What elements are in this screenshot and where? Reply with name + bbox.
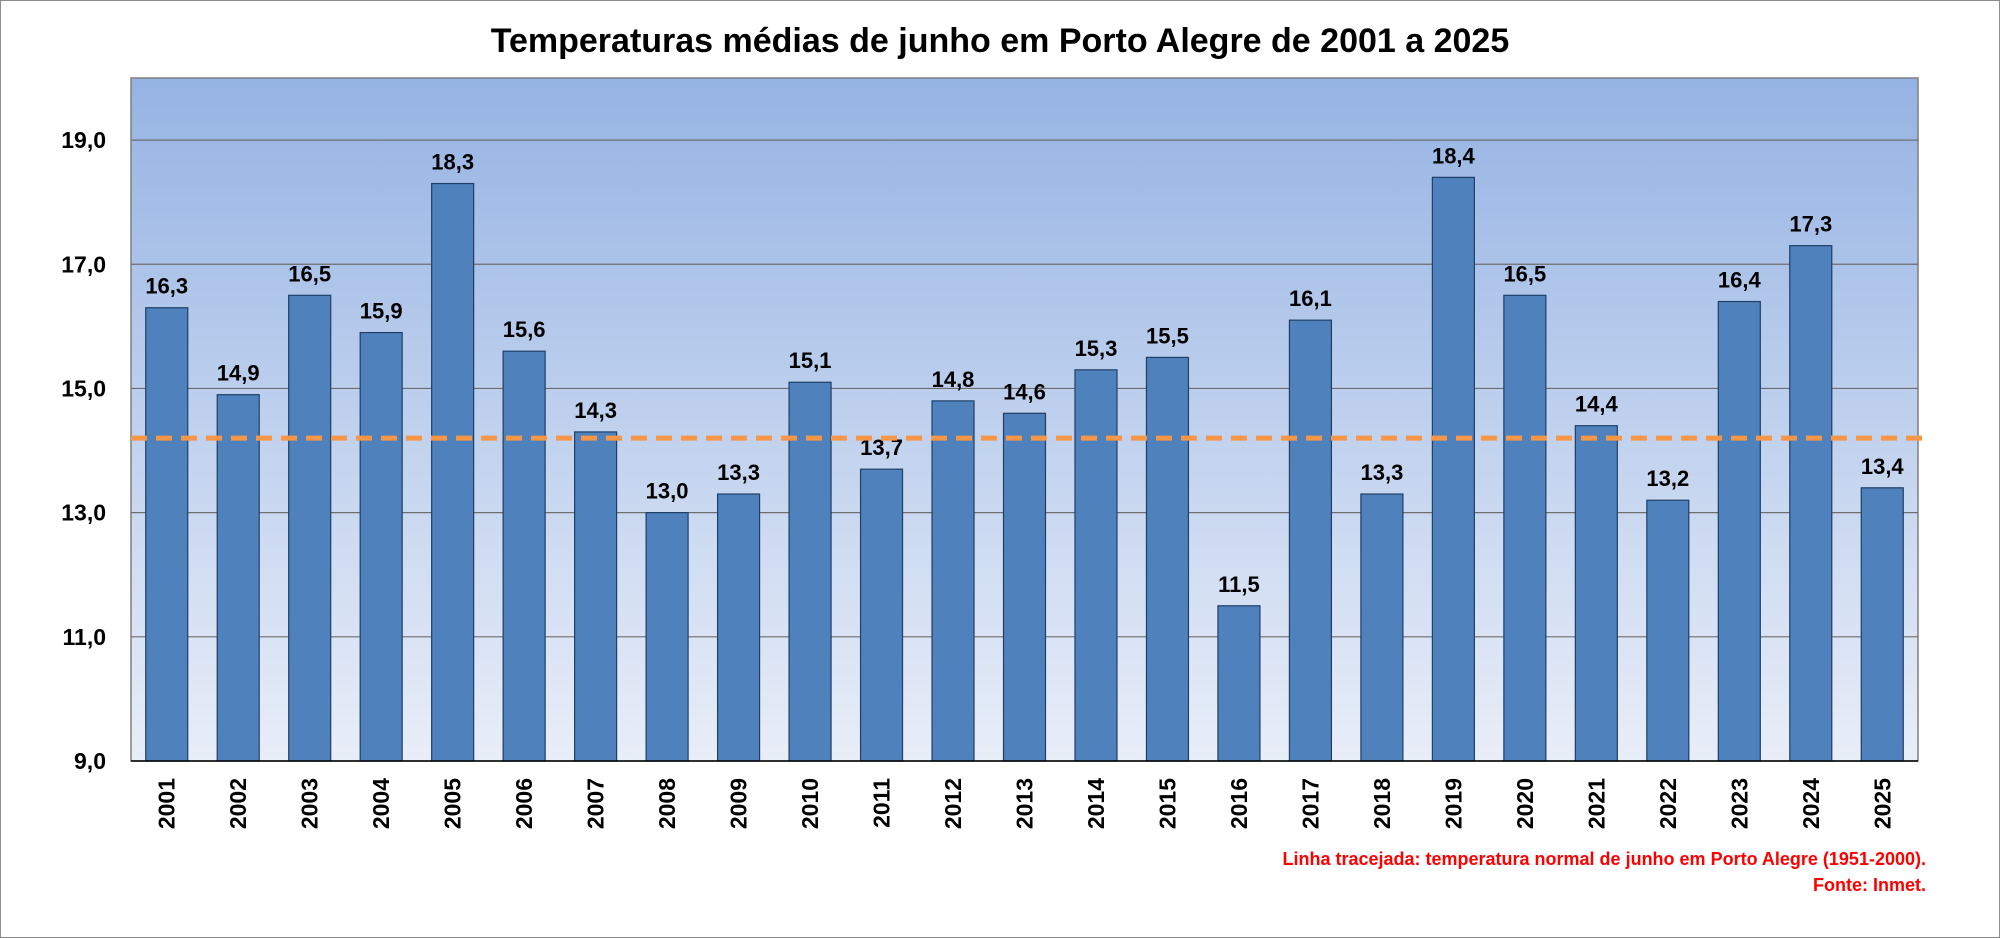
x-tick-label: 2004 [368,778,394,829]
bar-2023 [1717,300,1761,762]
bar-2013 [1002,412,1047,762]
bar-2009 [716,493,761,762]
x-tick-label: 2002 [225,778,251,829]
x-tick-label: 2015 [1154,778,1180,829]
data-label: 13,3 [1360,460,1403,485]
x-tick-label: 2007 [583,778,609,829]
data-label: 16,4 [1718,268,1762,293]
data-labels: 16,3 14,9 16,5 15,9 18,3 15,6 14,3 13,0 13,3 15,1… [145,143,1904,596]
y-tick-label: 17,0 [61,251,106,277]
bar-2001 [145,307,189,762]
footnote-dashed-line: Linha tracejada: temperatura normal de j… [1282,849,1926,869]
data-label: 16,3 [145,274,188,299]
x-tick-label: 2019 [1440,778,1466,829]
data-label: 14,8 [932,367,975,392]
bar-2006 [502,350,546,762]
bar-2017 [1288,319,1333,762]
x-tick-label: 2018 [1369,778,1395,829]
x-tick-label: 2003 [297,778,323,829]
x-tick-label: 2021 [1583,778,1609,829]
data-label: 15,1 [789,348,832,373]
x-tick-label: 2022 [1655,778,1681,829]
bar-2016 [1217,605,1261,762]
bar-2010 [788,381,832,762]
x-tick-label: 2012 [940,778,966,829]
data-label: 14,4 [1575,392,1619,417]
data-label: 14,6 [1003,379,1046,404]
data-label: 16,1 [1289,286,1332,311]
data-label: 16,5 [1503,261,1546,286]
x-tick-label: 2008 [654,778,680,829]
x-axis-tick-labels: 2001 2002 2003 2004 2005 2006 2007 2008 2009 2010… [154,778,1896,829]
data-label: 15,9 [360,299,403,324]
bar-2018 [1360,493,1404,762]
data-label: 17,3 [1789,212,1832,237]
y-tick-label: 19,0 [61,127,106,153]
bar-2012 [931,400,975,762]
y-tick-label: 15,0 [61,375,106,401]
bar-2019 [1431,176,1475,762]
x-tick-label: 2023 [1726,778,1752,829]
data-label: 16,5 [288,261,331,286]
bar-2024 [1789,245,1833,762]
data-label: 11,5 [1218,572,1260,597]
x-tick-label: 2024 [1798,778,1824,829]
x-tick-label: 2020 [1512,778,1538,829]
bar-2015 [1145,356,1190,762]
x-tick-label: 2006 [511,778,537,829]
y-tick-label: 13,0 [61,500,106,526]
x-tick-label: 2016 [1226,778,1252,829]
bar-2005 [431,182,475,762]
footnote-source: Fonte: Inmet. [1813,875,1926,895]
x-tick-label: 2001 [154,778,180,829]
data-label: 13,2 [1646,466,1689,491]
bar-2025 [1860,487,1904,762]
data-label: 14,9 [217,361,260,386]
chart-title: Temperaturas médias de junho em Porto Al… [491,22,1510,60]
x-tick-label: 2010 [797,778,823,829]
bar-2022 [1646,499,1690,762]
y-tick-label: 11,0 [63,624,107,650]
bars [145,176,1904,762]
bar-2011 [859,468,904,762]
data-label: 13,0 [646,479,689,504]
data-label: 18,3 [431,150,474,175]
data-label: 15,3 [1075,336,1118,361]
y-axis-tick-labels: 9,0 11,0 13,0 15,0 17,0 19,0 [61,127,106,774]
bar-2007 [574,431,618,762]
data-label: 13,3 [717,460,760,485]
data-label: 15,5 [1146,323,1189,348]
bar-2004 [359,331,403,762]
x-tick-label: 2011 [869,778,895,828]
bar-2021 [1574,425,1618,762]
data-label: 15,6 [503,317,546,342]
x-tick-label: 2025 [1869,778,1895,829]
data-label: 13,4 [1861,454,1905,479]
y-tick-label: 9,0 [74,748,106,774]
x-tick-label: 2009 [726,778,752,829]
x-tick-label: 2017 [1297,778,1323,829]
x-tick-label: 2014 [1083,778,1109,829]
x-tick-label: 2005 [440,778,466,829]
x-tick-label: 2013 [1012,778,1038,829]
bar-2003 [288,294,332,762]
data-label: 18,4 [1432,143,1476,168]
bar-2008 [645,512,689,762]
bar-2020 [1503,294,1547,762]
bar-2002 [216,394,260,762]
data-label: 14,3 [574,398,617,423]
bar-2014 [1074,369,1118,762]
